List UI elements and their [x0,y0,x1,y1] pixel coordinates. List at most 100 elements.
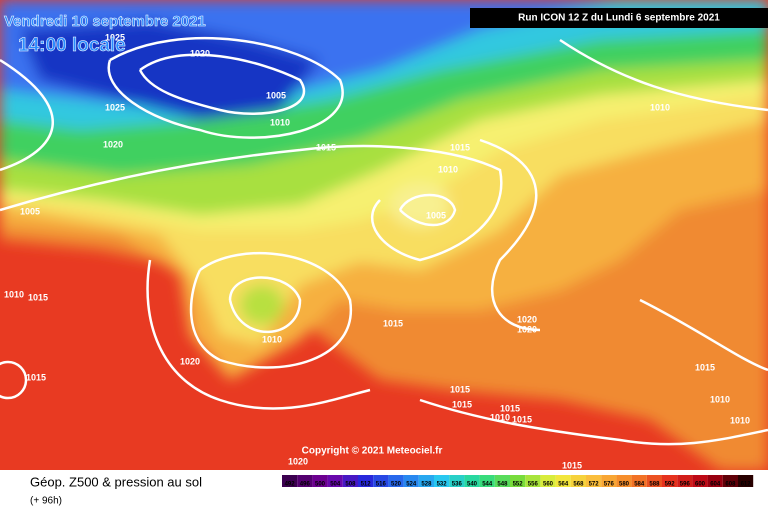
scale-cell [540,475,556,487]
scale-label: 504 [330,482,341,488]
scale-label: 524 [406,482,417,488]
isobar-label: 1015 [500,403,520,413]
scale-label: 544 [482,482,493,488]
scale-label: 548 [497,482,508,488]
scale-cell [449,475,465,487]
isobar-label: 1010 [730,415,750,425]
isobar-label: 1020 [288,456,308,466]
scale-cell [342,475,358,487]
isobar-label: 1010 [438,164,458,174]
scale-label: 556 [528,482,539,488]
scale-label: 572 [589,482,600,488]
scale-cell [738,475,754,487]
scale-cell [479,475,495,487]
isobar-label: 1015 [28,292,48,302]
scale-label: 568 [573,482,584,488]
isobar-label: 1010 [4,289,24,299]
isobar [0,144,503,262]
scale-cell [358,475,374,487]
isobar-label: 1015 [450,384,470,394]
run-box [470,8,768,28]
scale-label: 564 [558,482,569,488]
isobar-label: 1015 [452,399,472,409]
isobar-label: 1010 [650,102,670,112]
map-date: Vendredi 10 septembre 2021 [4,13,206,30]
scale-cell [692,475,708,487]
isobar-label: 1015 [562,460,582,470]
scale-cell [616,475,632,487]
scale-label: 588 [649,482,660,488]
isobar-label: 1015 [26,372,46,382]
scale-cell [525,475,541,487]
isobars [0,37,768,446]
scale-cell [646,475,662,487]
scale-label: 500 [315,482,326,488]
scale-cell [327,475,343,487]
isobar-label: 1010 [710,394,730,404]
scale-cell [570,475,586,487]
scale-cell [662,475,678,487]
band [240,285,284,325]
scale-label: 552 [513,482,524,488]
isobar [398,193,457,227]
scale-label: 580 [619,482,630,488]
scale-label: 508 [345,482,356,488]
footer-title: Géop. Z500 & pression au sol [30,474,202,489]
scale-cell [555,475,571,487]
scale-label: 612 [741,482,752,488]
isobar-label: 1015 [316,142,336,152]
isobar-label: 1025 [105,102,125,112]
isobar-label: 1020 [103,139,123,149]
scale-label: 536 [452,482,463,488]
footer-lead: (+ 96h) [30,496,62,507]
scale-cell [282,475,298,487]
scale-label: 608 [725,482,736,488]
isobar-label: 1020 [180,356,200,366]
scale-label: 516 [376,482,387,488]
scale-label: 592 [665,482,676,488]
scale-cell [631,475,647,487]
scale-label: 540 [467,482,478,488]
isobar [189,251,353,369]
isobar-label: 1020 [190,48,210,58]
scale-cell [312,475,328,487]
isobar-label: 1005 [266,90,286,100]
scale-label: 576 [604,482,615,488]
scale-cell [677,475,693,487]
scale-cell [586,475,602,487]
band [390,183,450,227]
scale-cell [722,475,738,487]
scale-label: 492 [285,482,296,488]
isobar [138,53,306,115]
isobar-label: 1015 [695,362,715,372]
scale-cell [388,475,404,487]
scale-cell [601,475,617,487]
scale-label: 520 [391,482,402,488]
scale-cell [434,475,450,487]
isobar-label: 1025 [105,32,125,42]
scale-cell [373,475,389,487]
copyright: Copyright © 2021 Meteociel.fr [302,446,443,457]
isobar-label: 1005 [20,206,40,216]
scale-label: 528 [421,482,432,488]
isobar [419,398,768,446]
scale-label: 604 [710,482,721,488]
map-time: 14:00 locale [18,35,126,56]
field-bands [0,0,768,470]
isobar-label: 1015 [512,414,532,424]
isobar-label: 1020 [517,324,537,334]
scale-cell [297,475,313,487]
isobar [107,37,344,139]
scale-cell [707,475,723,487]
isobar-label: 1015 [383,318,403,328]
isobar-label: 1020 [517,314,537,324]
scale-label: 596 [680,482,691,488]
run-info: Run ICON 12 Z du Lundi 6 septembre 2021 [518,13,720,24]
isobar-label: 1005 [426,210,446,220]
isobar [0,58,55,172]
isobar [639,298,768,372]
scale-label: 584 [634,482,645,488]
